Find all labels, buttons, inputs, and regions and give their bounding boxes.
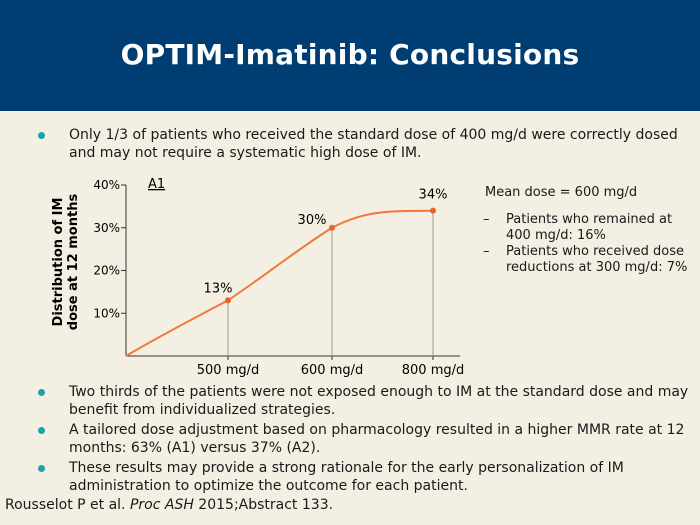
series-line [125,209,434,357]
y-axis-label-line1: Distribution of IM [51,198,66,327]
dash-marker: – [483,244,490,259]
mean-dose-note: Mean dose = 600 mg/d [485,185,638,200]
panel-label: A1 [148,177,165,192]
note-dose-reduction: Patients who received dose reductions at… [506,244,688,275]
x-tick-label: 500 mg/d [197,363,260,377]
bullet-icon [38,465,45,472]
data-label: 30% [298,213,327,228]
data-point [430,207,436,214]
bullet-icon [38,427,45,434]
y-tick-label: 20% [93,264,120,278]
citation-authors: Rousselot P et al. [5,497,130,513]
y-axis-label-line2: dose at 12 months [66,194,81,331]
bullet-text: Two thirds of the patients were not expo… [69,384,689,418]
data-point [329,224,335,231]
data-label: 34% [419,188,448,203]
bullet-text: Only 1/3 of patients who received the st… [69,127,678,161]
citation: Rousselot P et al. Proc ASH 2015;Abstrac… [5,497,333,513]
y-tick-label: 40% [93,178,120,192]
bullet-text: A tailored dose adjustment based on phar… [69,422,685,456]
data-label: 13% [204,281,233,296]
title-banner: OPTIM-Imatinib: Conclusions [0,0,700,111]
note-remained-400: Patients who remained at 400 mg/d: 16% [506,212,673,243]
y-tick-label: 10% [93,306,120,320]
bullet-text: These results may provide a strong ratio… [69,460,624,494]
y-tick-label: 30% [93,221,120,235]
citation-journal: Proc ASH [129,497,194,513]
bullet-icon [38,132,45,139]
bullet-icon [38,389,45,396]
x-tick-label: 600 mg/d [301,363,364,377]
dose-distribution-chart: Distribution of IM dose at 12 months A1 … [51,177,465,377]
x-tick-label: 800 mg/d [402,363,465,377]
dash-marker: – [483,212,490,227]
slide-title: OPTIM-Imatinib: Conclusions [120,38,580,71]
citation-details: 2015;Abstract 133. [193,497,334,513]
data-point [225,297,231,304]
